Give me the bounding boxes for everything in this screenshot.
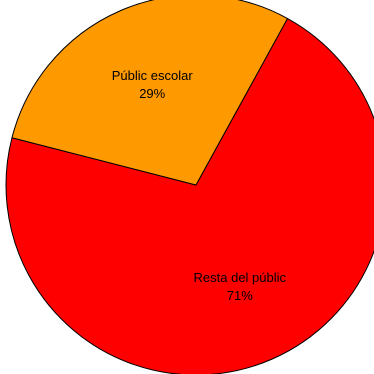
pie-slice-0	[5, 17, 374, 374]
pie-slices	[5, 0, 374, 374]
slice-label-0: Resta del públic	[194, 270, 287, 285]
pie-slice-1	[11, 0, 289, 186]
slice-value-0: 71%	[227, 288, 253, 303]
slice-value-1: 29%	[139, 86, 165, 101]
slice-label-1: Públic escolar	[112, 68, 194, 83]
